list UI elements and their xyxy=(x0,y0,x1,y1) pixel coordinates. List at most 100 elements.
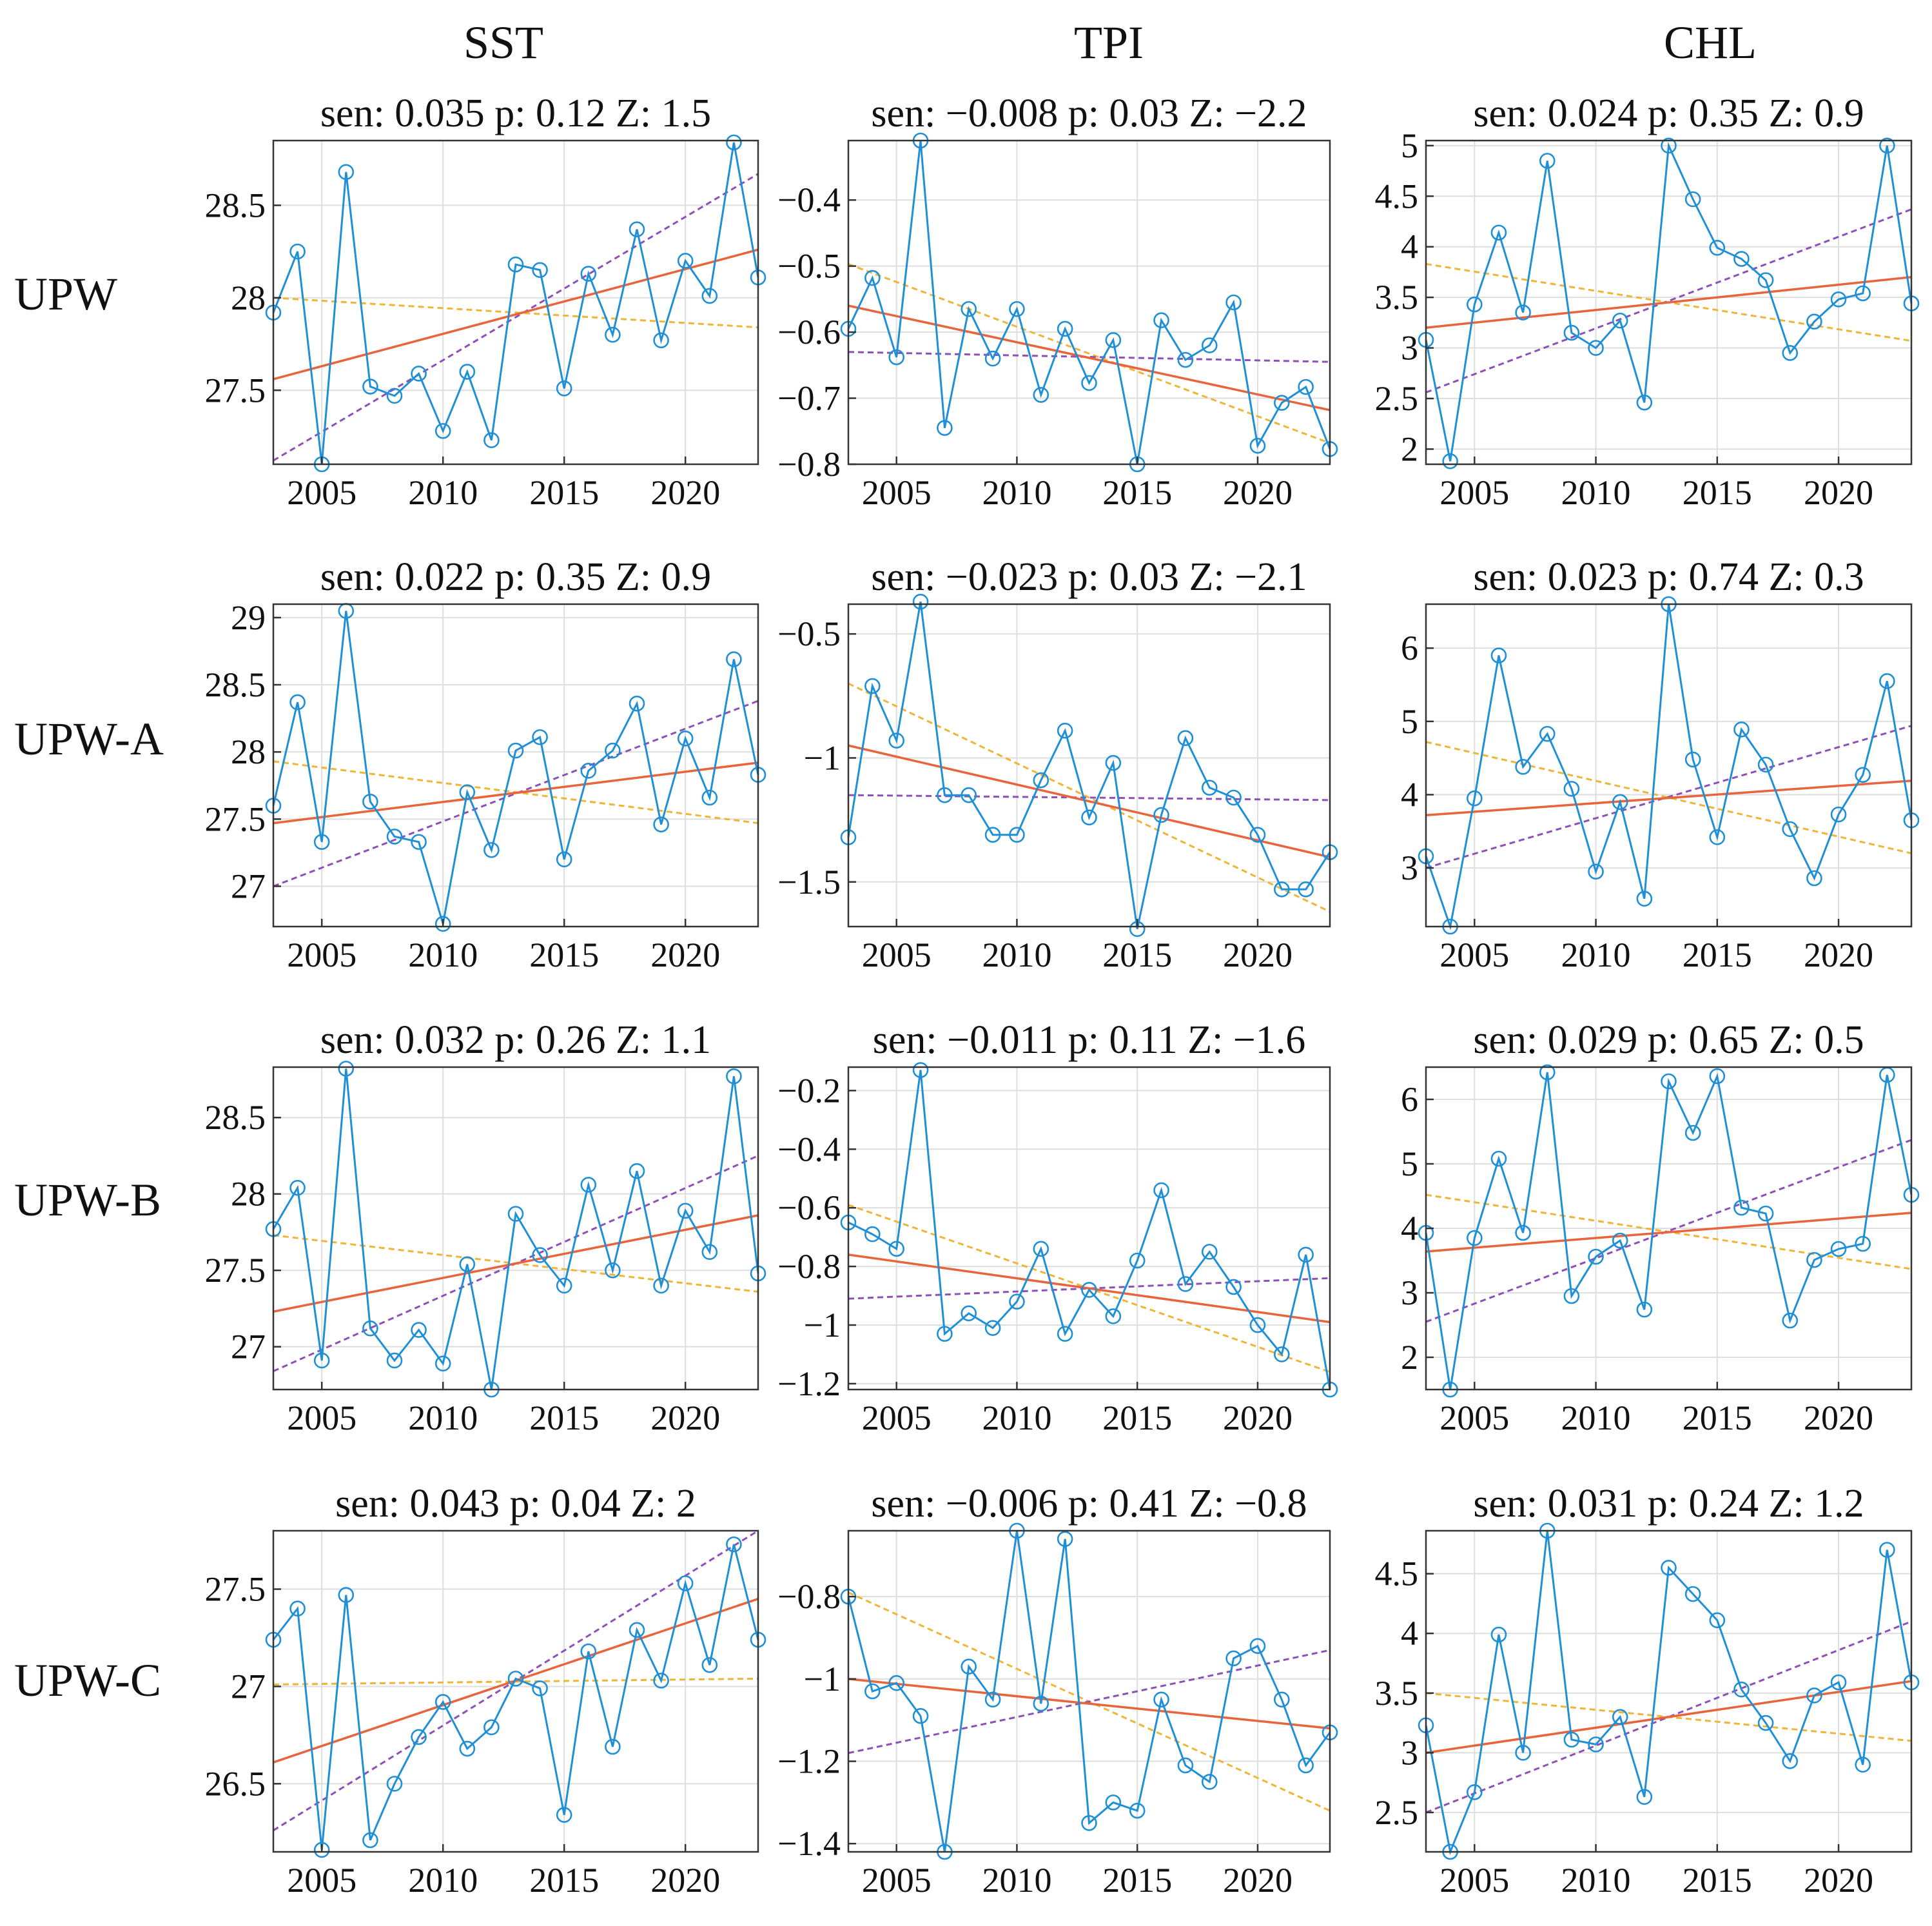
data-point-upw-a-chl-2020 xyxy=(1830,806,1847,823)
data-point-upw-c-chl-2015 xyxy=(1709,1612,1726,1629)
axes-box-upw-a-tpi xyxy=(847,603,1331,928)
data-point-upw-b-sst-2008 xyxy=(386,1352,403,1369)
data-point-upw-sst-2021 xyxy=(701,288,718,304)
data-point-upw-b-sst-2020 xyxy=(677,1203,694,1219)
data-point-upw-b-tpi-2022 xyxy=(1298,1246,1314,1263)
y-tick-label-upw-tpi-3: −0.5 xyxy=(777,247,841,286)
data-point-upw-c-tpi-2009 xyxy=(984,1691,1001,1708)
data-point-upw-c-chl-2018 xyxy=(1782,1753,1799,1769)
data-point-upw-chl-2017 xyxy=(1757,272,1774,288)
panel-title-upw-b-sst: sen: 0.032 p: 0.26 Z: 1.1 xyxy=(320,1018,711,1062)
y-tick-label-upw-b-chl-4: 6 xyxy=(1401,1080,1418,1119)
data-point-upw-sst-2019 xyxy=(653,332,669,349)
data-point-upw-a-tpi-2009 xyxy=(984,827,1001,843)
data-point-upw-a-sst-2009 xyxy=(411,834,427,850)
data-point-upw-c-sst-2007 xyxy=(362,1832,378,1849)
data-point-upw-b-sst-2017 xyxy=(605,1262,621,1279)
panel-upw-c-tpi: 2005 2010 2015 2020 −1.4 −1.2 −1 −0.8 sen: −0.00… xyxy=(777,1482,1338,1900)
data-point-upw-a-sst-2018 xyxy=(629,695,645,712)
x-tick-label-upw-chl-1: 2010 xyxy=(1561,473,1631,512)
data-point-upw-c-sst-2010 xyxy=(434,1694,451,1710)
data-point-upw-b-sst-2005 xyxy=(313,1352,330,1369)
data-point-upw-c-tpi-2014 xyxy=(1105,1794,1122,1811)
y-tick-label-upw-chl-4: 4 xyxy=(1401,228,1418,266)
data-point-upw-sst-2015 xyxy=(556,380,572,397)
data-point-upw-c-sst-2012 xyxy=(483,1719,500,1736)
data-point-upw-tpi-2010 xyxy=(1009,300,1025,317)
data-point-upw-sst-2017 xyxy=(605,326,621,343)
x-tick-label-upw-sst-1: 2010 xyxy=(408,473,478,512)
y-tick-label-upw-b-chl-3: 5 xyxy=(1401,1145,1418,1183)
ci-high-line-upw-c-tpi xyxy=(848,1649,1330,1754)
x-tick-label-upw-a-sst-1: 2010 xyxy=(408,936,478,974)
data-point-upw-chl-2022 xyxy=(1879,137,1895,154)
y-tick-label-upw-b-tpi-4: −0.4 xyxy=(777,1130,841,1168)
x-tick-label-upw-a-tpi-2: 2015 xyxy=(1102,936,1172,974)
data-point-upw-a-tpi-2016 xyxy=(1153,807,1169,823)
sen-slope-line-upw-c-chl xyxy=(1426,1680,1911,1754)
y-tick-label-upw-b-tpi-2: −0.8 xyxy=(777,1247,841,1286)
data-point-upw-c-sst-2011 xyxy=(459,1740,476,1757)
axes-box-upw-tpi xyxy=(847,139,1331,466)
y-tick-label-upw-c-tpi-1: −1.2 xyxy=(777,1742,841,1781)
data-point-upw-chl-2021 xyxy=(1855,285,1871,302)
data-point-upw-b-tpi-2011 xyxy=(1033,1241,1049,1257)
y-tick-label-upw-c-tpi-2: −1 xyxy=(804,1660,841,1698)
data-point-upw-sst-2013 xyxy=(507,256,524,273)
sen-slope-line-upw-a-chl xyxy=(1426,780,1911,817)
data-point-upw-c-tpi-2008 xyxy=(961,1658,977,1675)
x-tick-label-upw-a-sst-3: 2020 xyxy=(650,936,720,974)
y-tick-label-upw-b-chl-1: 3 xyxy=(1401,1273,1418,1312)
y-tick-label-upw-c-chl-1: 3 xyxy=(1401,1733,1418,1772)
data-point-upw-a-sst-2017 xyxy=(605,742,621,759)
data-point-upw-sst-2012 xyxy=(483,432,500,449)
x-tick-label-upw-a-tpi-0: 2005 xyxy=(862,936,932,974)
x-tick-label-upw-b-sst-1: 2010 xyxy=(408,1399,478,1437)
x-tick-label-upw-c-tpi-2: 2015 xyxy=(1102,1861,1172,1900)
y-tick-label-upw-tpi-2: −0.6 xyxy=(777,313,841,351)
y-tick-label-upw-sst-2: 28.5 xyxy=(205,186,266,224)
panel-upw-c-chl: 2005 2010 2015 2020 2.5 3 3.5 4 4.5 sen: 0.031 p:… xyxy=(1375,1482,1920,1900)
data-point-upw-tpi-2020 xyxy=(1249,438,1266,454)
data-point-upw-b-chl-2011 xyxy=(1612,1232,1628,1249)
data-point-upw-sst-2009 xyxy=(411,366,427,382)
data-point-upw-a-chl-2017 xyxy=(1757,756,1774,773)
data-point-upw-a-tpi-2008 xyxy=(961,787,977,803)
data-point-upw-a-tpi-2021 xyxy=(1274,881,1290,898)
data-point-upw-b-tpi-2014 xyxy=(1105,1308,1122,1324)
data-point-upw-a-chl-2012 xyxy=(1636,890,1653,907)
data-point-upw-b-sst-2009 xyxy=(411,1322,427,1338)
panel-upw-a-sst: 2005 2010 2015 2020 27 27.5 28 28.5 29 sen: 0.022… xyxy=(205,555,766,974)
series-line-upw-tpi xyxy=(847,140,1331,465)
data-point-upw-c-sst-2006 xyxy=(338,1587,355,1603)
data-point-upw-tpi-2016 xyxy=(1153,312,1169,328)
data-point-upw-c-chl-2012 xyxy=(1636,1789,1653,1805)
axes-box-upw-c-tpi xyxy=(847,1529,1331,1853)
x-tick-label-upw-c-tpi-0: 2005 xyxy=(862,1861,932,1900)
data-point-upw-chl-2008 xyxy=(1539,153,1556,169)
data-point-upw-tpi-2004 xyxy=(864,270,881,286)
x-tick-label-upw-a-chl-0: 2005 xyxy=(1439,936,1509,974)
data-point-upw-a-sst-2004 xyxy=(289,694,306,711)
data-point-upw-chl-2020 xyxy=(1830,291,1847,308)
row-label-upw: UPW xyxy=(14,268,117,320)
x-tick-label-upw-a-chl-2: 2015 xyxy=(1683,936,1752,974)
data-point-upw-b-tpi-2021 xyxy=(1274,1346,1290,1362)
data-point-upw-b-chl-2006 xyxy=(1490,1150,1507,1167)
data-point-upw-chl-2006 xyxy=(1490,224,1507,241)
data-point-upw-c-chl-2013 xyxy=(1661,1560,1677,1576)
y-tick-label-upw-b-tpi-1: −1 xyxy=(804,1306,841,1344)
panel-upw-a-tpi: 2005 2010 2015 2020 −1.5 −1 −0.5 sen: −0.023 p:… xyxy=(777,555,1338,974)
series-line-upw-a-sst xyxy=(272,611,759,925)
axes-box-upw-c-chl xyxy=(1425,1529,1913,1853)
sen-slope-line-upw-a-tpi xyxy=(848,744,1330,859)
data-point-upw-c-chl-2007 xyxy=(1515,1745,1531,1761)
data-point-upw-a-sst-2011 xyxy=(459,784,476,800)
x-tick-label-upw-b-tpi-2: 2015 xyxy=(1102,1399,1172,1437)
y-tick-label-upw-b-sst-3: 28.5 xyxy=(205,1098,266,1137)
series-line-upw-b-sst xyxy=(272,1068,759,1390)
data-point-upw-b-chl-2009 xyxy=(1563,1288,1580,1304)
row-label-upw-c: UPW-C xyxy=(14,1655,161,1706)
data-point-upw-b-chl-2018 xyxy=(1782,1312,1799,1329)
data-point-upw-a-chl-2006 xyxy=(1490,647,1507,663)
